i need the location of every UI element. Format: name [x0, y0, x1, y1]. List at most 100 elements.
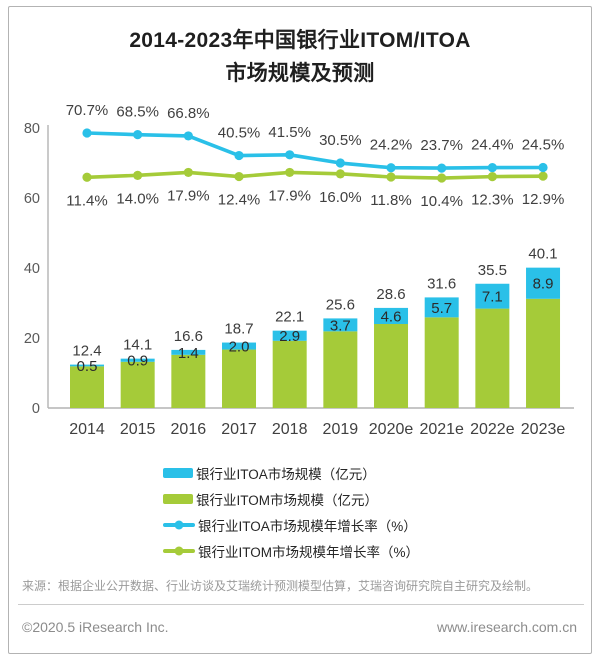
itoa-value-label: 0.9 — [127, 353, 148, 370]
itoa-value-label: 2.0 — [229, 339, 250, 356]
chart-title: 2014-2023年中国银行业ITOM/ITOA 市场规模及预测 — [0, 24, 600, 90]
itoa-growth-dot — [133, 130, 143, 140]
itoa-line-swatch-icon — [163, 523, 195, 527]
itoa-value-label: 0.5 — [77, 358, 98, 375]
chart-legend: 银行业ITOA市场规模（亿元） 银行业ITOM市场规模（亿元） 银行业ITOA市… — [163, 460, 419, 564]
itom-growth-label: 14.0% — [116, 190, 159, 207]
website-link[interactable]: www.iresearch.com.cn — [436, 619, 577, 635]
itom-bar-segment — [475, 308, 510, 408]
itoa-bar-segment — [424, 297, 459, 318]
itom-bar-segment — [171, 354, 206, 408]
itom-bar-segment — [120, 361, 155, 408]
itoa-value-label: 2.9 — [279, 328, 300, 345]
itom-growth-dot — [234, 171, 244, 182]
itoa-bar-segment — [475, 283, 510, 309]
itoa-growth-dot — [285, 150, 295, 160]
itom-growth-dot — [437, 173, 447, 183]
x-tick-label: 2021e — [419, 421, 464, 438]
bar-total-label: 35.5 — [478, 262, 507, 279]
x-tick-label: 2022e — [470, 421, 515, 438]
itoa-value-label: 7.1 — [482, 289, 503, 306]
itom-bar-segment — [374, 324, 409, 408]
itoa-bar-segment — [171, 349, 206, 355]
x-tick-label: 2014 — [69, 421, 105, 438]
itoa-growth-label: 40.5% — [218, 125, 261, 142]
itoa-growth-label: 70.7% — [66, 102, 109, 119]
itom-bar-segment — [424, 317, 459, 408]
bar-total-label: 22.1 — [275, 309, 304, 326]
itom-bar-segment — [526, 298, 561, 408]
itom-growth-label: 16.0% — [319, 189, 362, 206]
itom-growth-dot — [538, 171, 548, 181]
itom-growth-dot — [335, 169, 345, 179]
itom-growth-label: 17.9% — [268, 187, 311, 204]
copyright-text: ©2020.5 iResearch Inc. — [22, 619, 169, 635]
itom-growth-dot — [487, 172, 497, 182]
itoa-growth-dot — [234, 150, 244, 161]
itom-growth-label: 12.3% — [471, 192, 514, 209]
legend-item-itom-growth: 银行业ITOM市场规模年增长率（%） — [163, 538, 419, 564]
itom-bar-segment — [70, 366, 104, 408]
itoa-bar-segment — [222, 342, 257, 350]
itom-bar-segment — [272, 340, 307, 408]
itom-growth-dot — [285, 167, 295, 178]
x-tick-label: 2017 — [221, 421, 257, 438]
itom-growth-label: 11.4% — [66, 192, 107, 209]
itom-bar-segment — [323, 331, 358, 408]
itoa-growth-dot — [437, 163, 447, 173]
itom-growth-dot — [183, 167, 193, 178]
y-tick-label: 20 — [24, 331, 40, 347]
itoa-growth-dot — [82, 128, 92, 138]
x-tick-label: 2023e — [521, 421, 566, 438]
itoa-bar-segment — [70, 364, 104, 367]
itom-itoa-combo-chart: 0 20 40 60 80 12.40.5 2014 14.10.9 2015 16.61.4 20… — [24, 102, 574, 438]
legend-label: 银行业ITOA市场规模年增长率（%） — [198, 519, 417, 534]
legend-item-itom-bar: 银行业ITOM市场规模（亿元） — [163, 486, 419, 512]
chart-title-line1: 2014-2023年中国银行业ITOM/ITOA — [129, 29, 471, 52]
itoa-growth-label: 24.5% — [522, 137, 565, 154]
legend-label: 银行业ITOA市场规模（亿元） — [196, 467, 376, 482]
y-tick-label: 80 — [24, 121, 40, 137]
itoa-growth-label: 24.4% — [471, 137, 514, 154]
source-note: 来源：根据企业公开数据、行业访谈及艾瑞统计预测模型估算，艾瑞咨询研究院自主研究及… — [22, 579, 539, 593]
x-tick-label: 2018 — [272, 421, 308, 438]
itoa-growth-label: 30.5% — [319, 132, 362, 149]
footer-divider — [18, 604, 584, 605]
itoa-growth-label: 24.2% — [370, 137, 413, 154]
bar-total-label: 12.4 — [72, 343, 101, 360]
itom-growth-label: 12.9% — [522, 191, 565, 208]
y-tick-label: 0 — [32, 401, 40, 417]
bar-total-label: 40.1 — [528, 246, 557, 263]
bar-total-label: 16.6 — [174, 328, 203, 345]
itom-growth-dot — [386, 172, 396, 182]
itom-growth-dot — [82, 172, 92, 182]
itoa-value-label: 5.7 — [431, 300, 452, 317]
itoa-growth-dot — [183, 131, 193, 141]
legend-label: 银行业ITOM市场规模年增长率（%） — [198, 545, 420, 560]
itom-growth-label: 17.9% — [167, 187, 210, 204]
itom-bar-segment — [222, 349, 257, 408]
chart-title-line2: 市场规模及预测 — [225, 62, 375, 85]
x-tick-label: 2020e — [369, 421, 414, 438]
itoa-bar-segment — [374, 307, 409, 324]
itom-growth-dot — [133, 170, 143, 180]
itoa-bar-swatch-icon — [163, 468, 193, 478]
itoa-growth-line — [85, 131, 545, 170]
itoa-bar-segment — [323, 318, 358, 332]
itoa-growth-dot — [487, 162, 497, 173]
itoa-bar-segment — [272, 330, 307, 341]
itoa-growth-label: 66.8% — [167, 105, 210, 122]
bar-total-label: 18.7 — [224, 321, 253, 338]
x-tick-label: 2019 — [323, 421, 359, 438]
legend-item-itoa-bar: 银行业ITOA市场规模（亿元） — [163, 460, 419, 486]
bar-total-label: 31.6 — [427, 275, 456, 292]
itom-growth-line — [85, 170, 545, 180]
legend-label: 银行业ITOM市场规模（亿元） — [196, 493, 378, 508]
legend-item-itoa-growth: 银行业ITOA市场规模年增长率（%） — [163, 512, 419, 538]
itoa-value-label: 3.7 — [330, 317, 351, 334]
itoa-value-label: 4.6 — [381, 308, 402, 325]
itom-bar-swatch-icon — [163, 494, 193, 504]
itoa-bar-segment — [526, 267, 561, 299]
itom-growth-label: 11.8% — [370, 192, 411, 209]
itoa-growth-label: 68.5% — [116, 104, 159, 121]
